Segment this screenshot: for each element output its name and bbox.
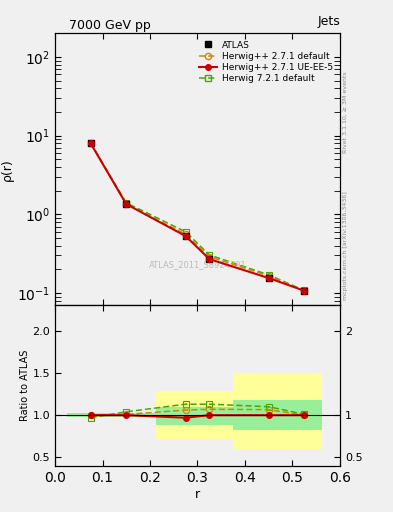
Y-axis label: ρ(r): ρ(r)	[1, 158, 14, 181]
Text: 7000 GeV pp: 7000 GeV pp	[69, 19, 151, 32]
Legend: ATLAS, Herwig++ 2.7.1 default, Herwig++ 2.7.1 UE-EE-5, Herwig 7.2.1 default: ATLAS, Herwig++ 2.7.1 default, Herwig++ …	[196, 38, 336, 86]
X-axis label: r: r	[195, 487, 200, 501]
Text: ATLAS_2011_S8924791: ATLAS_2011_S8924791	[149, 260, 246, 269]
Text: mcplots.cern.ch [arXiv:1306.3436]: mcplots.cern.ch [arXiv:1306.3436]	[343, 191, 348, 300]
Y-axis label: Ratio to ATLAS: Ratio to ATLAS	[20, 350, 29, 421]
Text: Rivet 3.1.10, ≥ 3M events: Rivet 3.1.10, ≥ 3M events	[343, 72, 348, 154]
Text: Jets: Jets	[317, 15, 340, 28]
